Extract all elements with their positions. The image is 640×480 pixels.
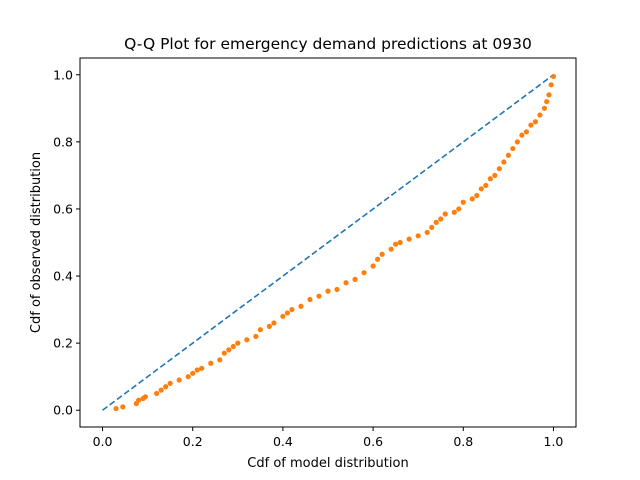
data-point	[257, 327, 263, 333]
plot-frame	[79, 57, 577, 428]
x-tick-label: 0.0	[93, 434, 113, 449]
data-point	[456, 206, 462, 212]
data-point	[546, 92, 552, 98]
data-point	[544, 99, 550, 105]
data-point	[406, 236, 412, 242]
data-point	[361, 270, 367, 276]
data-point	[163, 384, 169, 390]
y-tick-label: 0.0	[53, 403, 73, 418]
data-point	[370, 263, 376, 269]
data-point	[185, 374, 191, 380]
x-tick-label: 0.4	[273, 434, 293, 449]
data-point	[487, 176, 493, 182]
data-point	[469, 196, 475, 202]
data-point	[136, 397, 142, 403]
y-tick-label: 0.2	[53, 336, 73, 351]
y-axis-label: Cdf of observed distribution	[29, 152, 44, 333]
x-tick-label: 0.6	[363, 434, 383, 449]
data-point	[289, 306, 295, 313]
reference-line	[102, 74, 554, 411]
data-point	[352, 276, 358, 282]
data-point	[316, 293, 322, 299]
data-point	[483, 182, 489, 189]
data-point	[284, 310, 291, 316]
data-point	[510, 145, 516, 152]
data-point	[415, 233, 421, 239]
data-point	[113, 405, 119, 412]
data-point	[474, 192, 480, 199]
data-point	[158, 387, 164, 393]
x-axis: 0.0 0.2 0.4 0.6 0.8 1.0	[93, 427, 564, 449]
data-point	[375, 256, 381, 262]
data-point	[393, 241, 399, 247]
data-point	[528, 122, 534, 128]
data-point	[271, 320, 277, 326]
data-point	[154, 390, 160, 397]
data-point	[388, 246, 394, 252]
data-point	[519, 132, 525, 138]
data-point	[307, 296, 313, 303]
data-point	[235, 340, 241, 346]
x-axis-label: Cdf of model distribution	[247, 456, 408, 471]
data-point	[221, 350, 227, 356]
plot-area	[102, 73, 557, 412]
data-point	[199, 365, 205, 371]
data-point	[298, 303, 304, 309]
x-tick-label: 1.0	[544, 434, 564, 449]
data-point	[190, 370, 196, 376]
data-point	[548, 82, 554, 88]
data-point	[550, 73, 557, 80]
data-point	[537, 112, 543, 118]
data-point	[501, 159, 507, 165]
data-point	[442, 211, 448, 217]
data-point	[429, 224, 435, 231]
chart-title: Q-Q Plot for emergency demand prediction…	[124, 35, 532, 53]
data-point	[460, 199, 466, 205]
data-point	[523, 129, 530, 135]
y-tick-label: 0.4	[53, 269, 73, 284]
data-point	[120, 404, 126, 410]
data-point	[208, 360, 214, 366]
data-point	[379, 251, 385, 257]
data-point	[230, 343, 236, 350]
data-point	[176, 377, 182, 383]
data-point	[397, 239, 403, 246]
data-point	[280, 313, 286, 319]
data-point	[478, 186, 484, 192]
data-point	[424, 229, 430, 236]
data-point	[194, 367, 200, 373]
data-point	[266, 323, 272, 329]
y-tick-label: 1.0	[53, 67, 73, 82]
data-point	[142, 394, 148, 400]
data-point	[167, 380, 173, 386]
x-tick-label: 0.8	[453, 434, 473, 449]
data-point	[253, 333, 259, 340]
data-point	[505, 152, 511, 158]
data-point	[334, 286, 340, 293]
y-axis: 0.0 0.2 0.4 0.6 0.8 1.0	[53, 67, 80, 418]
data-point	[433, 219, 439, 225]
x-tick-label: 0.2	[183, 434, 203, 449]
y-tick-label: 0.6	[53, 201, 73, 216]
data-point	[514, 139, 520, 145]
data-point	[496, 166, 502, 172]
data-point	[438, 216, 444, 222]
data-point	[532, 119, 539, 125]
data-point	[325, 288, 331, 294]
data-point	[244, 337, 250, 343]
data-point	[343, 280, 349, 286]
data-point	[217, 357, 223, 363]
data-point	[541, 105, 548, 111]
data-point	[226, 347, 232, 353]
y-tick-label: 0.8	[53, 134, 73, 149]
data-point	[451, 209, 457, 215]
data-point	[492, 172, 498, 179]
